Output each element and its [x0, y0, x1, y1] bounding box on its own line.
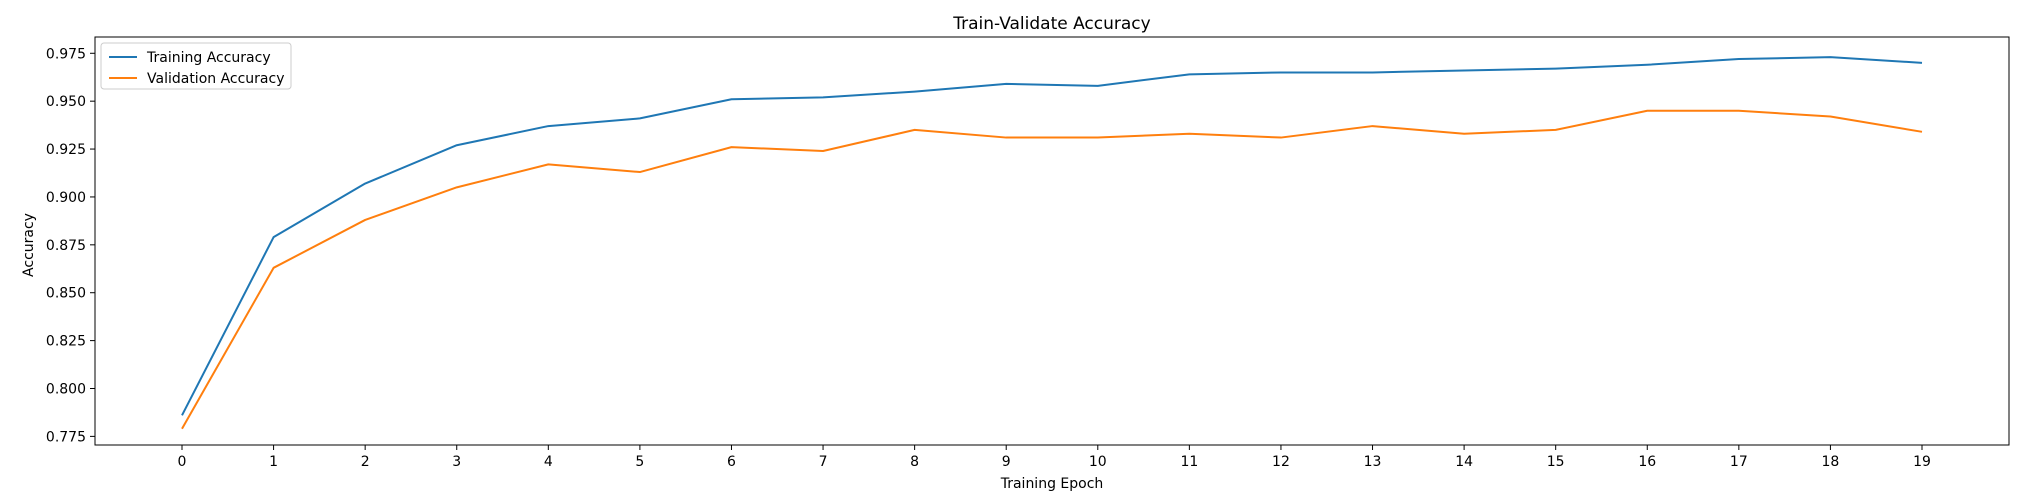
chart-title: Train-Validate Accuracy — [952, 14, 1150, 34]
y-tick-label: 0.875 — [46, 238, 86, 254]
x-tick-label: 3 — [452, 454, 461, 470]
y-tick-label: 0.850 — [46, 286, 86, 302]
series-line-training — [181, 56, 1923, 416]
x-tick-label: 10 — [1089, 454, 1107, 470]
x-tick-label: 4 — [544, 454, 553, 470]
legend: Training Accuracy Validation Accuracy — [100, 42, 292, 90]
y-axis: 0.775 0.800 0.825 0.850 0.875 0.900 0.925 0.950… — [46, 46, 95, 445]
y-tick-label: 0.900 — [46, 190, 86, 206]
x-tick-label: 15 — [1547, 454, 1565, 470]
x-tick-label: 6 — [727, 454, 736, 470]
x-tick-label: 0 — [178, 454, 187, 470]
y-tick-label: 0.775 — [46, 429, 86, 445]
x-tick-label: 13 — [1364, 454, 1382, 470]
y-tick-label: 0.825 — [46, 334, 86, 350]
y-tick-label: 0.925 — [46, 142, 86, 158]
y-axis-label: Accuracy — [21, 213, 37, 277]
series-line-validation — [181, 109, 1923, 430]
x-tick-label: 2 — [361, 454, 370, 470]
x-tick-label: 12 — [1272, 454, 1290, 470]
y-tick-label: 0.800 — [46, 381, 86, 397]
x-tick-label: 18 — [1822, 454, 1840, 470]
x-tick-label: 1 — [269, 454, 278, 470]
y-tick-label: 0.950 — [46, 94, 86, 110]
x-axis-label: Training Epoch — [1000, 476, 1104, 492]
legend-label-validation: Validation Accuracy — [147, 71, 285, 87]
x-tick-label: 19 — [1913, 454, 1931, 470]
x-tick-label: 9 — [1002, 454, 1011, 470]
x-tick-label: 8 — [910, 454, 919, 470]
x-axis: 0 1 2 3 4 5 6 7 8 9 10 11 12 13 14 15 16 17 18 19 — [178, 445, 1931, 470]
x-tick-label: 7 — [819, 454, 828, 470]
x-tick-label: 11 — [1180, 454, 1198, 470]
y-tick-label: 0.975 — [46, 46, 86, 62]
x-tick-label: 16 — [1638, 454, 1656, 470]
plot-frame — [94, 36, 2010, 446]
x-tick-label: 14 — [1455, 454, 1473, 470]
x-tick-label: 5 — [635, 454, 644, 470]
x-tick-label: 17 — [1730, 454, 1748, 470]
legend-label-training: Training Accuracy — [146, 50, 271, 66]
legend-box — [100, 42, 292, 90]
series-layer — [181, 56, 1923, 430]
plot-area: 0 1 2 3 4 5 6 7 8 9 10 11 12 13 14 15 16 17 18 19 0.7750.80… — [46, 36, 2010, 470]
